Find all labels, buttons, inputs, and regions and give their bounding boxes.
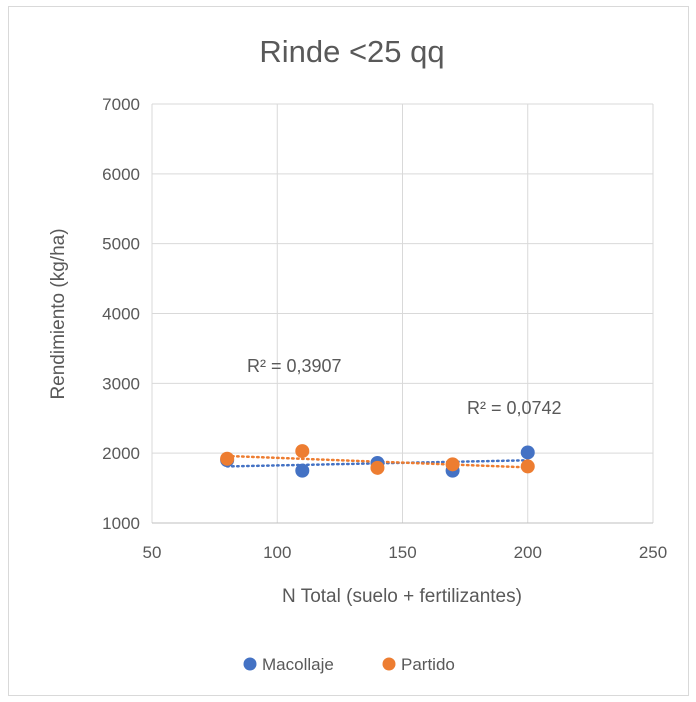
y-tick-label: 3000: [102, 374, 140, 393]
x-tick-label: 100: [263, 543, 291, 562]
chart-area: [8, 6, 689, 696]
legend-marker-partido: [382, 657, 396, 671]
legend: Macollaje Partido: [243, 655, 455, 674]
y-tick-label: 1000: [102, 514, 140, 533]
data-point-macollaje: [295, 463, 310, 478]
x-tick-label: 200: [514, 543, 542, 562]
legend-label-macollaje: Macollaje: [262, 655, 334, 674]
data-points: [220, 444, 535, 478]
y-axis-title: Rendimiento (kg/ha): [48, 228, 69, 399]
x-tick-label: 250: [639, 543, 667, 562]
data-point-partido: [220, 451, 235, 466]
r2-label-partido: R² = 0,0742: [467, 398, 562, 418]
legend-label-partido: Partido: [401, 655, 455, 674]
x-tick-label: 150: [388, 543, 416, 562]
y-tick-label: 7000: [102, 95, 140, 114]
axes: 1000 2000 3000 4000 5000 6000 7000 50 100 150 200 2…: [102, 95, 667, 562]
x-axis-title: N Total (suelo + fertilizantes): [282, 586, 522, 607]
legend-marker-macollaje: [243, 657, 257, 671]
data-point-partido: [370, 460, 385, 475]
y-tick-label: 6000: [102, 165, 140, 184]
data-point-macollaje: [520, 445, 535, 460]
y-tick-label: 4000: [102, 305, 140, 324]
y-tick-label: 2000: [102, 444, 140, 463]
x-tick-label: 50: [143, 543, 162, 562]
y-tick-label: 5000: [102, 235, 140, 254]
chart-title: Rinde <25 qq: [259, 34, 444, 69]
r2-label-macollaje: R² = 0,3907: [247, 356, 342, 376]
data-point-partido: [295, 444, 310, 459]
data-point-partido: [445, 457, 460, 472]
data-point-partido: [520, 459, 535, 474]
